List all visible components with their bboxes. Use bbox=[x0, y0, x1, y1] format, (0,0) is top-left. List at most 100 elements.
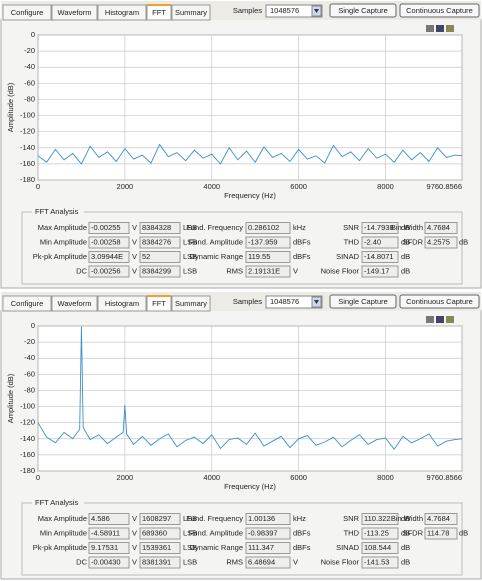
field-label: SINAD bbox=[336, 543, 360, 552]
field-unit: dBFs bbox=[293, 543, 311, 552]
button-label[interactable]: Single Capture bbox=[338, 297, 388, 306]
field-value-box bbox=[361, 236, 399, 249]
field-value-box bbox=[361, 513, 399, 525]
plot-tool-icon[interactable] bbox=[426, 316, 434, 323]
spectrum-line bbox=[37, 326, 463, 451]
field-unit: dB bbox=[401, 237, 410, 246]
field-unit: dB bbox=[401, 223, 410, 232]
field-label: Noise Floor bbox=[321, 266, 360, 275]
button[interactable] bbox=[329, 3, 397, 18]
samples-dropdown[interactable] bbox=[265, 4, 323, 18]
field-value-box bbox=[139, 542, 181, 554]
samples-dropdown[interactable] bbox=[265, 295, 323, 309]
samples-label: Samples bbox=[233, 6, 262, 15]
x-tick-label: 2000 bbox=[117, 182, 134, 191]
field-value-box bbox=[88, 251, 130, 263]
plot-tool-icon[interactable] bbox=[426, 25, 434, 32]
field-value-box bbox=[245, 527, 291, 540]
plot-tool-icon[interactable] bbox=[436, 316, 444, 323]
field-value: -0.00255 bbox=[91, 223, 121, 232]
field-unit: dBFs bbox=[293, 237, 311, 246]
button-label[interactable]: Continuous Capture bbox=[406, 297, 473, 306]
field-value-box bbox=[361, 542, 399, 554]
y-tick-label: -80 bbox=[24, 94, 35, 103]
field-label: SNR bbox=[343, 514, 359, 523]
y-tick-label: -20 bbox=[24, 337, 35, 346]
field-value: -0.00256 bbox=[91, 266, 121, 275]
field-label: Dynamic Range bbox=[190, 252, 243, 261]
tab-label[interactable]: Histogram bbox=[105, 299, 139, 308]
tab[interactable] bbox=[51, 4, 98, 21]
field-value-box bbox=[88, 236, 130, 249]
plot-tool-icon[interactable] bbox=[446, 25, 454, 32]
x-tick-label: 8000 bbox=[377, 473, 394, 482]
field-value: 114.78 bbox=[427, 528, 449, 537]
field-value: 1608297 bbox=[142, 514, 171, 523]
field-unit: V bbox=[293, 557, 298, 566]
field-value: 111.347 bbox=[248, 543, 274, 552]
tab-label[interactable]: FFT bbox=[152, 8, 166, 17]
field-unit: dB bbox=[459, 528, 468, 537]
field-value: 689360 bbox=[142, 528, 167, 537]
field-value-box bbox=[361, 251, 399, 263]
field-value-box bbox=[245, 556, 291, 569]
y-tick-label: 0 bbox=[31, 321, 35, 330]
samples-value[interactable]: 1048576 bbox=[270, 6, 299, 15]
tab[interactable] bbox=[2, 295, 52, 312]
field-value-box bbox=[361, 222, 399, 234]
group-box bbox=[21, 211, 463, 285]
tab-label[interactable]: Configure bbox=[11, 8, 44, 17]
group-box bbox=[21, 502, 463, 576]
button[interactable] bbox=[399, 294, 480, 309]
spectrum-line bbox=[37, 143, 463, 165]
button[interactable] bbox=[399, 3, 480, 18]
samples-value[interactable]: 1048576 bbox=[270, 297, 299, 306]
button[interactable] bbox=[329, 294, 397, 309]
field-unit: V bbox=[132, 528, 137, 537]
plot-tool-icon[interactable] bbox=[446, 316, 454, 323]
field-label: Bin Width bbox=[391, 223, 423, 232]
plot-tool-icon[interactable] bbox=[436, 25, 444, 32]
field-unit: V bbox=[132, 557, 137, 566]
field-label: Bin Width bbox=[391, 514, 423, 523]
x-tick-label: 9760.8566 bbox=[427, 473, 462, 482]
tab-label[interactable]: Histogram bbox=[105, 8, 139, 17]
field-value: 8381391 bbox=[142, 557, 171, 566]
x-tick-label: 6000 bbox=[290, 182, 307, 191]
field-value: 4.2575 bbox=[427, 237, 450, 246]
field-value-box bbox=[139, 251, 181, 263]
tab[interactable] bbox=[171, 295, 211, 312]
tab-label[interactable]: Summary bbox=[175, 8, 207, 17]
tab[interactable] bbox=[51, 295, 98, 312]
tab-label[interactable]: Configure bbox=[11, 299, 44, 308]
tab[interactable] bbox=[97, 295, 147, 312]
field-value: 1539361 bbox=[142, 543, 171, 552]
y-tick-label: -120 bbox=[20, 418, 35, 427]
field-value: 8384276 bbox=[142, 237, 171, 246]
tab-label[interactable]: Waveform bbox=[58, 8, 92, 17]
field-unit: LSB bbox=[183, 237, 197, 246]
field-value-box bbox=[424, 527, 458, 540]
tab[interactable] bbox=[97, 4, 147, 21]
plot-area bbox=[37, 34, 463, 181]
field-label: Min Amplitude bbox=[40, 237, 87, 246]
field-label: SINAD bbox=[336, 252, 360, 261]
field-value-box bbox=[361, 265, 399, 278]
field-unit: LSB bbox=[183, 514, 197, 523]
field-unit: dB bbox=[401, 528, 410, 537]
field-unit: LSB bbox=[183, 266, 197, 275]
field-label: Pk-pk Amplitude bbox=[33, 543, 87, 552]
button-label[interactable]: Single Capture bbox=[338, 6, 388, 15]
tab-label[interactable]: Waveform bbox=[58, 299, 92, 308]
tab-label[interactable]: Summary bbox=[175, 299, 207, 308]
field-value-box bbox=[88, 527, 130, 540]
button-label[interactable]: Continuous Capture bbox=[406, 6, 473, 15]
tab-label[interactable]: FFT bbox=[152, 299, 166, 308]
field-unit: LSB bbox=[183, 252, 197, 261]
tab[interactable] bbox=[171, 4, 211, 21]
field-label: Fund. Amplitude bbox=[189, 528, 243, 537]
samples-label: Samples bbox=[233, 297, 262, 306]
field-value: -141.53 bbox=[364, 557, 389, 566]
tab[interactable] bbox=[2, 4, 52, 21]
field-value-box bbox=[245, 222, 291, 234]
